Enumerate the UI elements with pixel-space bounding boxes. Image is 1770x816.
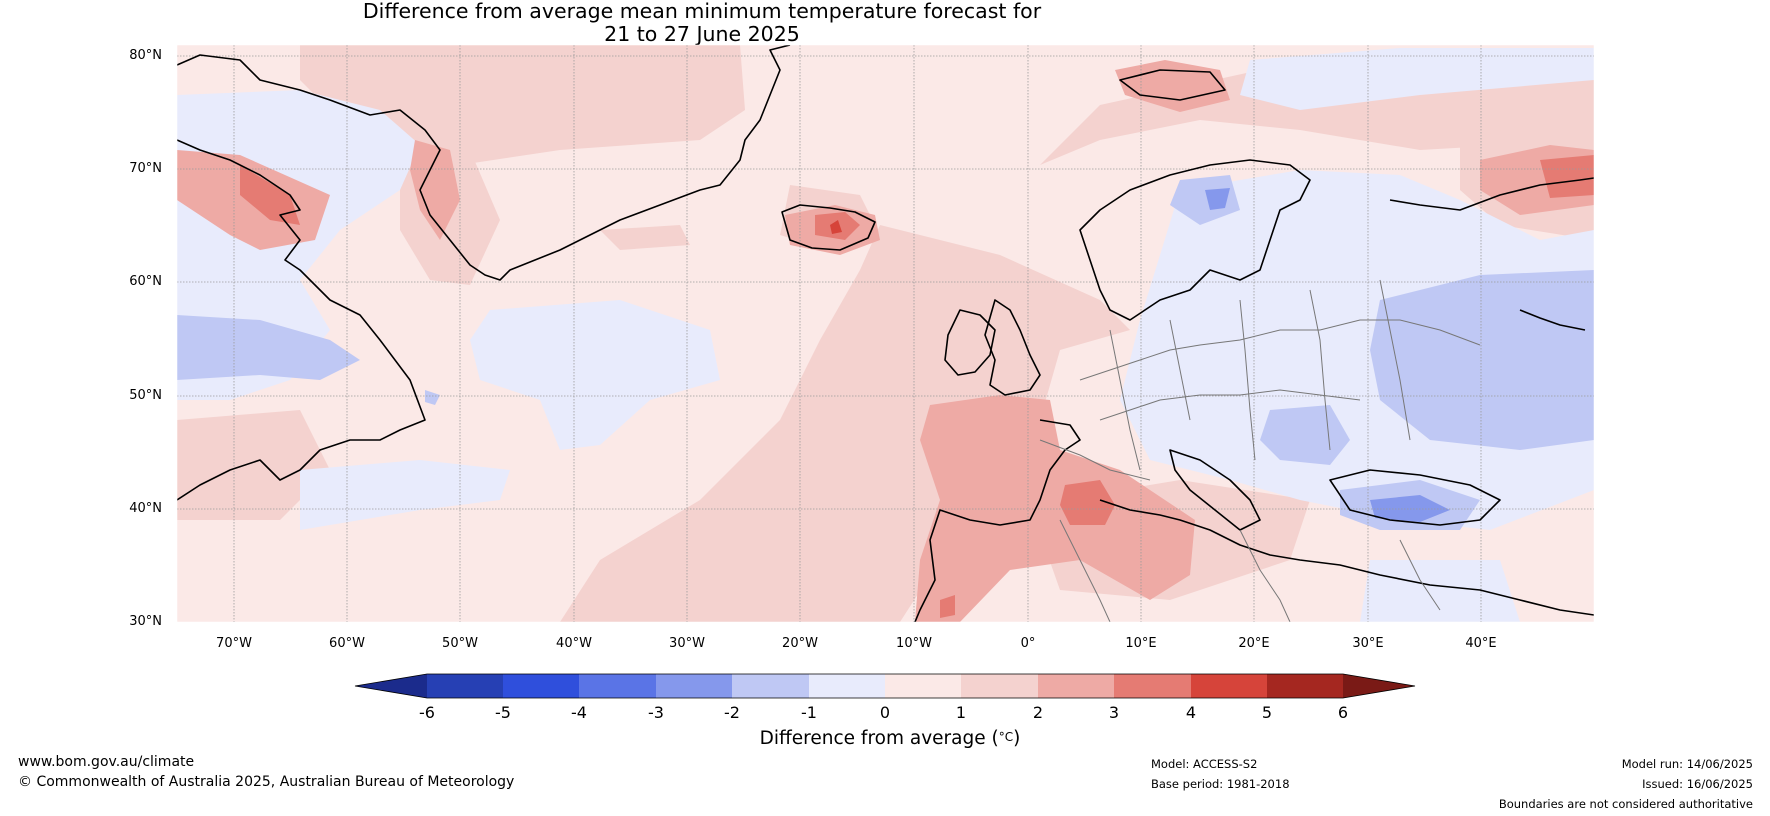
colorbar-tick-minus3: -3 [648,703,664,722]
lat-label-70n: 70°N [129,161,162,176]
colorbar-label-main: Difference from average ( [759,728,999,749]
italy-coast [1169,449,1261,531]
colorbar-bin-0 [885,674,961,698]
colorbar-bin-minus6 [427,674,503,698]
svalbard-coast [1119,69,1226,101]
iceland-coast [781,204,876,251]
footer-base-period: Base period: 1981-2018 [1151,777,1290,791]
lat-label-60n: 60°N [129,274,162,289]
colorbar-tick-minus6: -6 [419,703,435,722]
colorbar-tick-0: 0 [879,703,891,722]
colorbar-label-degree-unit: °C [998,730,1014,744]
map-frame [176,44,1595,623]
colorbar [354,673,1416,699]
map-title: Difference from average mean minimum tem… [0,0,1404,46]
greenland-coast [177,45,791,281]
lon-label-20e: 20°E [1238,636,1270,651]
coastlines [177,45,1594,622]
colorbar-bin-minus5 [503,674,579,698]
footer-disclaimer: Boundaries are not considered authoritat… [1498,797,1753,811]
colorbar-label: Difference from average (°C) [620,728,1160,749]
colorbar-bin-minus1 [809,674,885,698]
colorbar-tick-minus1: -1 [801,703,817,722]
colorbar-tick-5: 5 [1261,703,1273,722]
lon-label-30e: 30°E [1352,636,1384,651]
black-sea-coast [1329,469,1501,526]
anomaly-minus3-to-minus2-regions [1205,188,1450,522]
country-borders [1039,279,1481,622]
colorbar-tick-minus2: -2 [724,703,740,722]
lon-label-30w: 30°W [669,636,705,651]
lat-label-30n: 30°N [129,614,162,629]
title-line-1: Difference from average mean minimum tem… [362,0,1042,23]
arctic-russia-coast [1389,177,1594,211]
lat-label-80n: 80°N [129,48,162,63]
footer-website[interactable]: www.bom.gov.au/climate [18,754,195,770]
graticule [177,45,1594,622]
lon-label-10e: 10°E [1125,636,1157,651]
map-field [177,45,1594,622]
colorbar-bin-4 [1191,674,1267,698]
footer-copyright: © Commonwealth of Australia 2025, Austra… [18,774,515,790]
lon-label-0: 0° [1020,636,1036,651]
title-line-2: 21 to 27 June 2025 [604,22,800,46]
colorbar-bin-minus4 [579,674,656,698]
colorbar-tick-6: 6 [1337,703,1349,722]
colorbar-outline [354,673,1416,699]
colorbar-low-extension [355,674,427,698]
colorbar-tick-2: 2 [1032,703,1044,722]
western-europe-coast [914,419,1081,622]
colorbar-tick-minus5: -5 [495,703,511,722]
footer-issued: Issued: 16/06/2025 [1642,777,1753,791]
footer-model: Model: ACCESS-S2 [1151,757,1258,771]
north-america-coast [177,139,426,501]
lat-label-50n: 50°N [129,388,162,403]
colorbar-bin-5 [1267,674,1343,698]
colorbar-high-extension [1343,674,1415,698]
lon-label-70w: 70°W [216,636,252,651]
great-britain-coast [984,299,1041,396]
caspian-coast [1519,309,1586,331]
colorbar-bin-minus2 [732,674,809,698]
colorbar-tick-3: 3 [1108,703,1120,722]
lon-label-40w: 40°W [556,636,592,651]
colorbar-tick-4: 4 [1185,703,1197,722]
lat-label-40n: 40°N [129,501,162,516]
lon-label-20w: 20°W [782,636,818,651]
anomaly-2-to-3-regions [177,60,1594,622]
lon-label-10w: 10°W [896,636,932,651]
footer-model-run: Model run: 14/06/2025 [1621,757,1753,771]
lon-label-60w: 60°W [329,636,365,651]
colorbar-bin-2 [1038,674,1114,698]
anomaly-4-to-5-regions [830,220,842,234]
colorbar-tick-minus4: -4 [571,703,587,722]
lon-label-50w: 50°W [442,636,478,651]
lon-label-40e: 40°E [1465,636,1497,651]
colorbar-tick-1: 1 [955,703,967,722]
scandinavia-coast [1079,159,1311,321]
colorbar-bin-1 [961,674,1038,698]
colorbar-label-close: ) [1013,728,1021,749]
ireland-coast [944,309,996,376]
colorbar-bin-minus3 [656,674,732,698]
north-africa-coast [1099,499,1594,616]
colorbar-bin-3 [1114,674,1191,698]
